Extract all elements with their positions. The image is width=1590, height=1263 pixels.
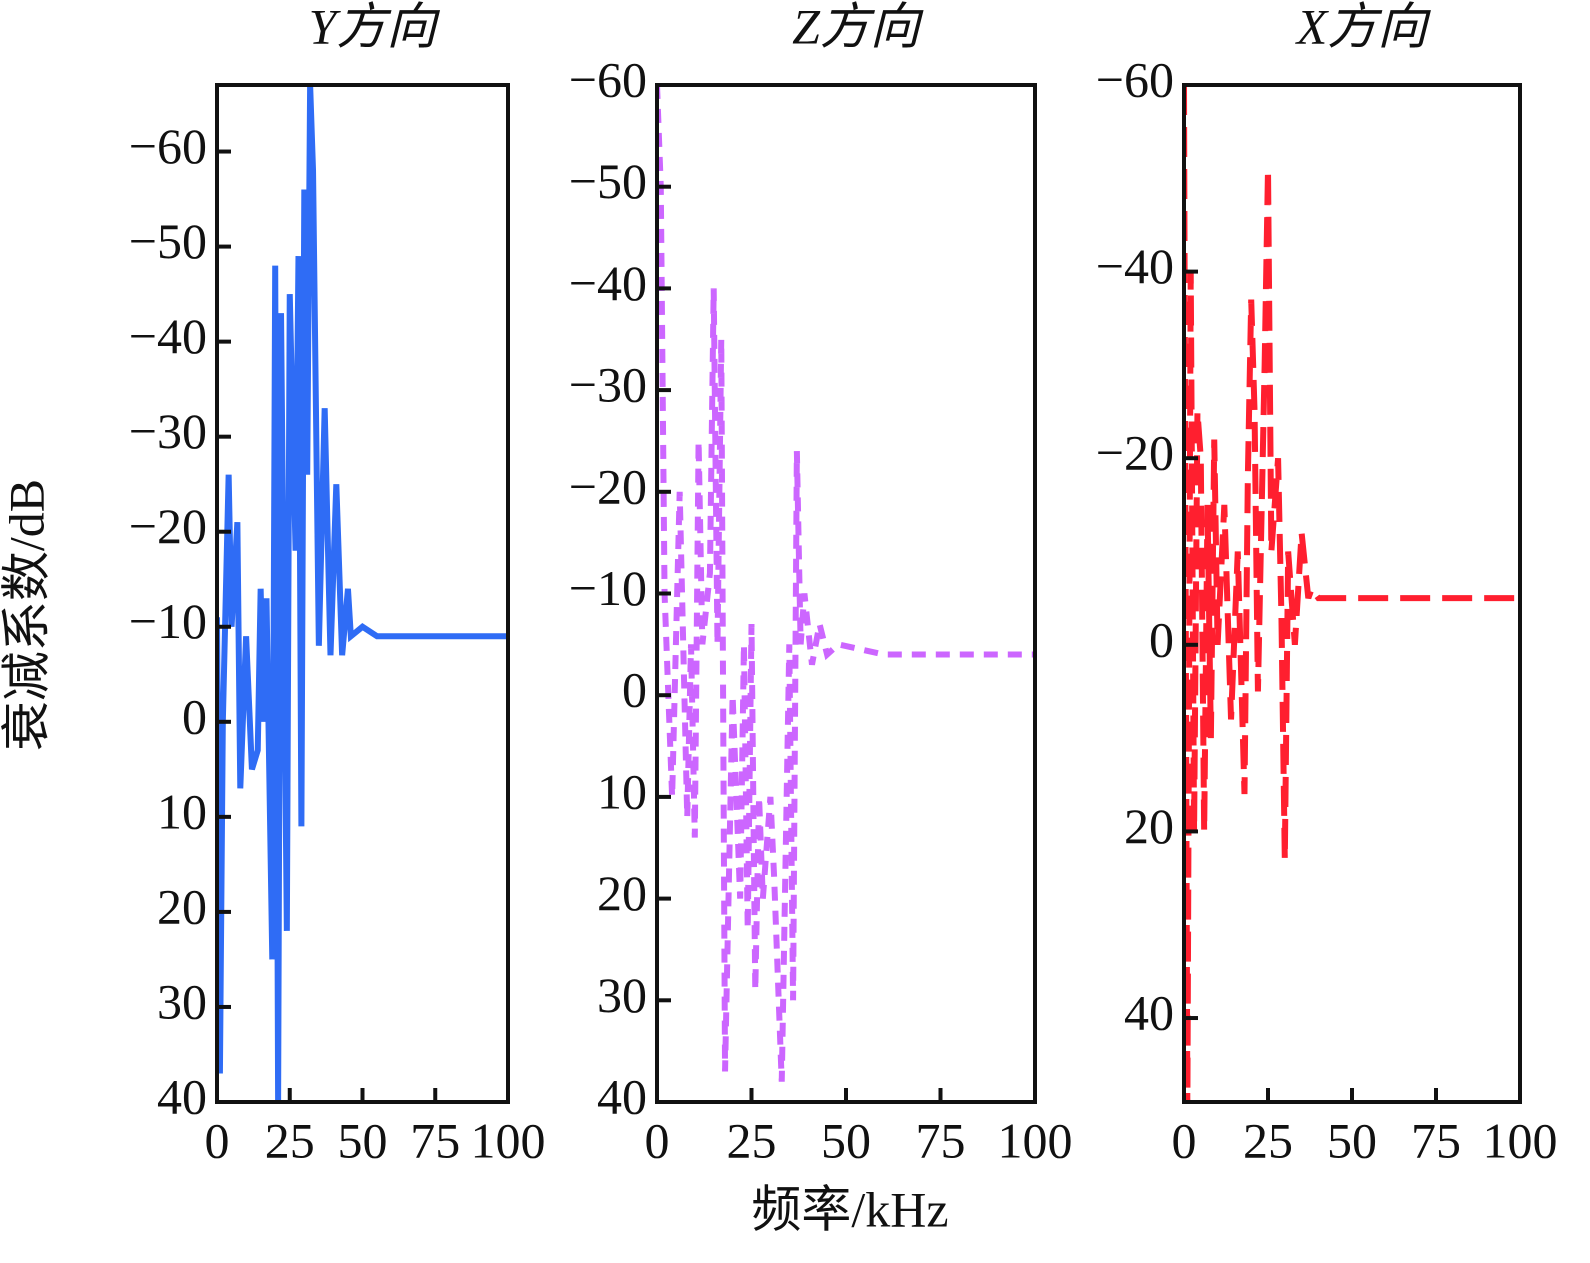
y-tick-label: 0 xyxy=(622,662,647,718)
y-tick-label: −40 xyxy=(1096,238,1174,294)
y-tick-label: −50 xyxy=(569,153,647,209)
x-tick-label: 50 xyxy=(338,1112,388,1168)
y-tick-label: −50 xyxy=(129,213,207,269)
y-tick-label: 0 xyxy=(1149,611,1174,667)
x-tick-label: 50 xyxy=(821,1112,871,1168)
x-tick-label: 25 xyxy=(265,1112,315,1168)
y-tick-label: −10 xyxy=(569,560,647,616)
x-tick-label: 75 xyxy=(916,1112,966,1168)
y-tick-label: 10 xyxy=(157,783,207,839)
y-tick-label: −10 xyxy=(129,593,207,649)
y-tick-label: −60 xyxy=(569,51,647,107)
x-tick-label: 100 xyxy=(998,1112,1073,1168)
y-tick-label: −30 xyxy=(129,403,207,459)
y-tick-label: 20 xyxy=(597,865,647,921)
x-axis-label: 频率/kHz xyxy=(751,1181,948,1237)
y-tick-label: −40 xyxy=(129,308,207,364)
x-tick-label: 75 xyxy=(1411,1112,1461,1168)
y-tick-label: 40 xyxy=(157,1068,207,1124)
subplot-title: Z方向 xyxy=(792,0,924,54)
y-axis-label: 衰减系数/dB xyxy=(0,479,54,751)
data-line xyxy=(1184,85,1520,1102)
x-tick-label: 0 xyxy=(205,1112,230,1168)
x-tick-label: 100 xyxy=(1483,1112,1558,1168)
x-tick-label: 100 xyxy=(471,1112,546,1168)
x-tick-label: 50 xyxy=(1327,1112,1377,1168)
y-tick-label: 40 xyxy=(597,1068,647,1124)
y-tick-label: 0 xyxy=(182,688,207,744)
y-tick-label: −20 xyxy=(129,498,207,554)
y-tick-label: 40 xyxy=(1124,984,1174,1040)
x-tick-label: 25 xyxy=(1243,1112,1293,1168)
x-tick-label: 0 xyxy=(1172,1112,1197,1168)
data-line xyxy=(217,85,508,1102)
y-tick-label: 20 xyxy=(157,878,207,934)
y-tick-label: −40 xyxy=(569,255,647,311)
y-tick-label: 30 xyxy=(597,967,647,1023)
x-tick-label: 75 xyxy=(410,1112,460,1168)
y-tick-label: −20 xyxy=(569,458,647,514)
x-tick-label: 25 xyxy=(727,1112,777,1168)
plot-frame xyxy=(655,83,1037,1104)
y-tick-label: −60 xyxy=(129,118,207,174)
y-tick-label: −20 xyxy=(1096,425,1174,481)
data-line xyxy=(657,85,1035,1082)
y-tick-label: 30 xyxy=(157,973,207,1029)
subplot-title: Y方向 xyxy=(309,0,441,54)
y-tick-label: 20 xyxy=(1124,798,1174,854)
y-tick-label: −30 xyxy=(569,357,647,413)
y-tick-label: −60 xyxy=(1096,51,1174,107)
subplot-title: X方向 xyxy=(1295,0,1432,54)
x-tick-label: 0 xyxy=(645,1112,670,1168)
y-tick-label: 10 xyxy=(597,763,647,819)
